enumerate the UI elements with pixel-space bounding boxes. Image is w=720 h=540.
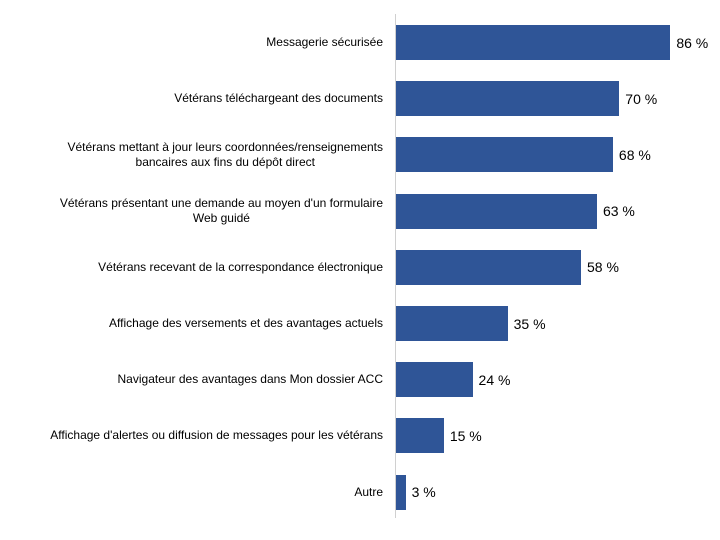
category-label: Vétérans téléchargeant des documents — [0, 81, 383, 116]
value-label: 3 % — [411, 484, 436, 501]
value-label: 58 % — [587, 259, 619, 276]
category-label-line: Vétérans téléchargeant des documents — [174, 91, 383, 106]
category-label-line: Web guidé — [192, 211, 250, 226]
category-label-line: Affichage d'alertes ou diffusion de mess… — [50, 428, 383, 443]
category-axis-line — [395, 14, 396, 518]
category-label: Autre — [0, 475, 383, 510]
category-label-line: Vétérans recevant de la correspondance é… — [98, 259, 383, 274]
bar-row: Affichage d'alertes ou diffusion de mess… — [0, 418, 720, 454]
bar — [396, 306, 508, 341]
bar — [396, 137, 613, 173]
value-label: 68 % — [618, 146, 651, 163]
value-label: 24 % — [478, 371, 511, 388]
bar — [396, 474, 406, 510]
bar — [396, 25, 671, 60]
value-label: 63 % — [602, 203, 635, 220]
category-label: Messagerie sécurisée — [0, 25, 383, 60]
bar-row: Vétérans téléchargeant des documents 70 % — [0, 81, 720, 117]
category-label-line: Affichage des versements et des avantage… — [109, 316, 383, 330]
value-label: 86 % — [676, 34, 709, 51]
bar — [396, 193, 597, 229]
category-label: Vétérans mettant à jour leurs coordonnée… — [0, 137, 383, 172]
category-label-line: Vétérans présentant une demande au moyen… — [59, 196, 383, 211]
bar — [396, 418, 444, 454]
category-label-line: Messagerie sécurisée — [266, 35, 383, 49]
bar — [396, 249, 582, 285]
bar-row: Vétérans présentant une demande au moyen… — [0, 193, 720, 229]
category-label: Vétérans recevant de la correspondance é… — [0, 250, 383, 285]
bar — [396, 81, 620, 117]
category-label-line: Autre — [354, 484, 383, 499]
value-label: 15 % — [449, 427, 482, 444]
category-label: Affichage des versements et des avantage… — [0, 306, 383, 341]
category-label: Navigateur des avantages dans Mon dossie… — [0, 362, 383, 397]
bar-row: Messagerie sécurisée 86 % — [0, 25, 720, 60]
bar-row: Vétérans recevant de la correspondance é… — [0, 249, 720, 285]
bar-row: Autre 3 % — [0, 474, 720, 510]
category-label-line: bancaires aux fins du dépôt direct — [135, 154, 315, 169]
value-label: 35 % — [513, 315, 546, 332]
bar-row: Affichage des versements et des avantage… — [0, 306, 720, 341]
bar — [396, 362, 473, 398]
bar-row: Navigateur des avantages dans Mon dossie… — [0, 362, 720, 398]
value-label: 70 % — [625, 90, 658, 107]
category-label-line: Vétérans mettant à jour leurs coordonnée… — [67, 139, 383, 154]
category-label-line: Navigateur des avantages dans Mon dossie… — [117, 372, 383, 387]
bar-row: Vétérans mettant à jour leurs coordonnée… — [0, 137, 720, 173]
category-label: Vétérans présentant une demande au moyen… — [0, 194, 383, 229]
category-label: Affichage d'alertes ou diffusion de mess… — [0, 418, 383, 453]
